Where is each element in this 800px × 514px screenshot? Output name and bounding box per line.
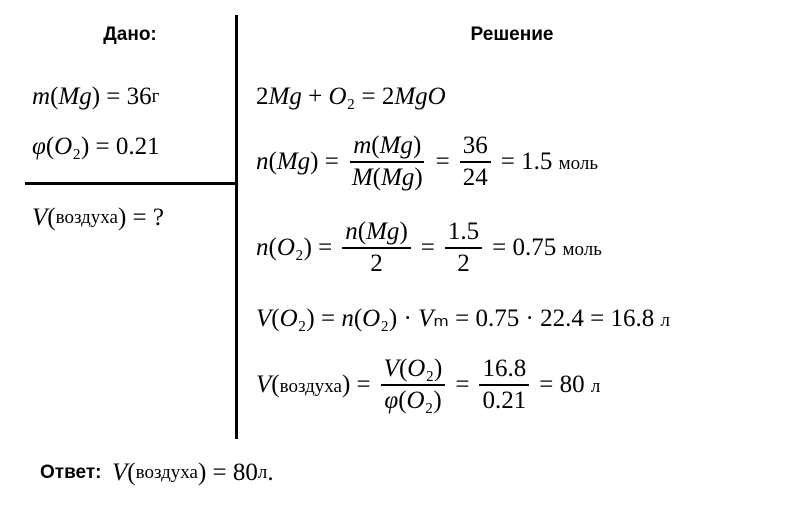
denominator: 0.21 [482, 387, 527, 414]
fraction: m(Mg) M(Mg) [349, 131, 426, 193]
given-item: φ(O ₂) = 0.21 [32, 133, 160, 160]
column-divider [235, 15, 238, 439]
fraction: 16.8 0.21 [479, 354, 530, 416]
solution-line: n(O₂) = n(Mg) 2 = 1.5 2 = 0.75 моль [252, 218, 606, 277]
denominator: φ(O₂) [384, 387, 442, 414]
denominator: M(Mg) [351, 164, 423, 191]
expression: = 80 л [539, 371, 601, 398]
answer-text: V(воздуха) = 80 л . [112, 459, 274, 486]
numerator: V(O₂) [380, 354, 446, 386]
numerator: 16.8 [479, 354, 530, 386]
solution-line: V(воздуха) = V(O₂) φ(O₂) = 16.8 0.21 = 80 л [252, 355, 604, 414]
expression: V(O₂) = n(O₂) · Vₘ = 0.75 · 22.4 = 16.8 … [256, 305, 670, 332]
expression: = [455, 371, 470, 398]
expression: = [435, 148, 450, 175]
denominator: 2 [370, 250, 383, 277]
solution-line: n(Mg) = m(Mg) M(Mg) = 36 24 = 1.5 моль [252, 132, 602, 191]
numerator: 36 [459, 131, 491, 163]
denominator: 2 [457, 250, 470, 277]
solution-title: Решение [470, 24, 554, 45]
expression: V(воздуха) = [256, 371, 371, 398]
solution-line: V(O₂) = n(O₂) · Vₘ = 0.75 · 22.4 = 16.8 … [252, 298, 674, 338]
expression: n(O₂) = [256, 234, 333, 261]
given-item: m(Mg) = 36 г [32, 83, 160, 110]
expression: = 0.75 моль [492, 234, 602, 261]
numerator: 1.5 [444, 217, 483, 249]
fraction: 36 24 [459, 131, 491, 193]
expression: = 1.5 моль [500, 148, 599, 175]
fraction: n(Mg) 2 [342, 217, 411, 279]
given-title: Дано: [103, 24, 157, 45]
numerator: n(Mg) [342, 217, 411, 249]
expression: = [420, 234, 435, 261]
numerator: m(Mg) [350, 131, 425, 163]
solution-line: 2Mg + O₂ = 2MgO [252, 77, 450, 117]
expression: 2Mg + O₂ = 2MgO [256, 83, 446, 110]
denominator: 24 [462, 164, 488, 191]
fraction: 1.5 2 [444, 217, 483, 279]
answer-label: Ответ: [40, 462, 102, 483]
find: V(воздуха) = ? [32, 204, 164, 231]
expression: n(Mg) = [256, 148, 339, 175]
given-divider [25, 182, 237, 185]
fraction: V(O₂) φ(O₂) [380, 354, 446, 416]
